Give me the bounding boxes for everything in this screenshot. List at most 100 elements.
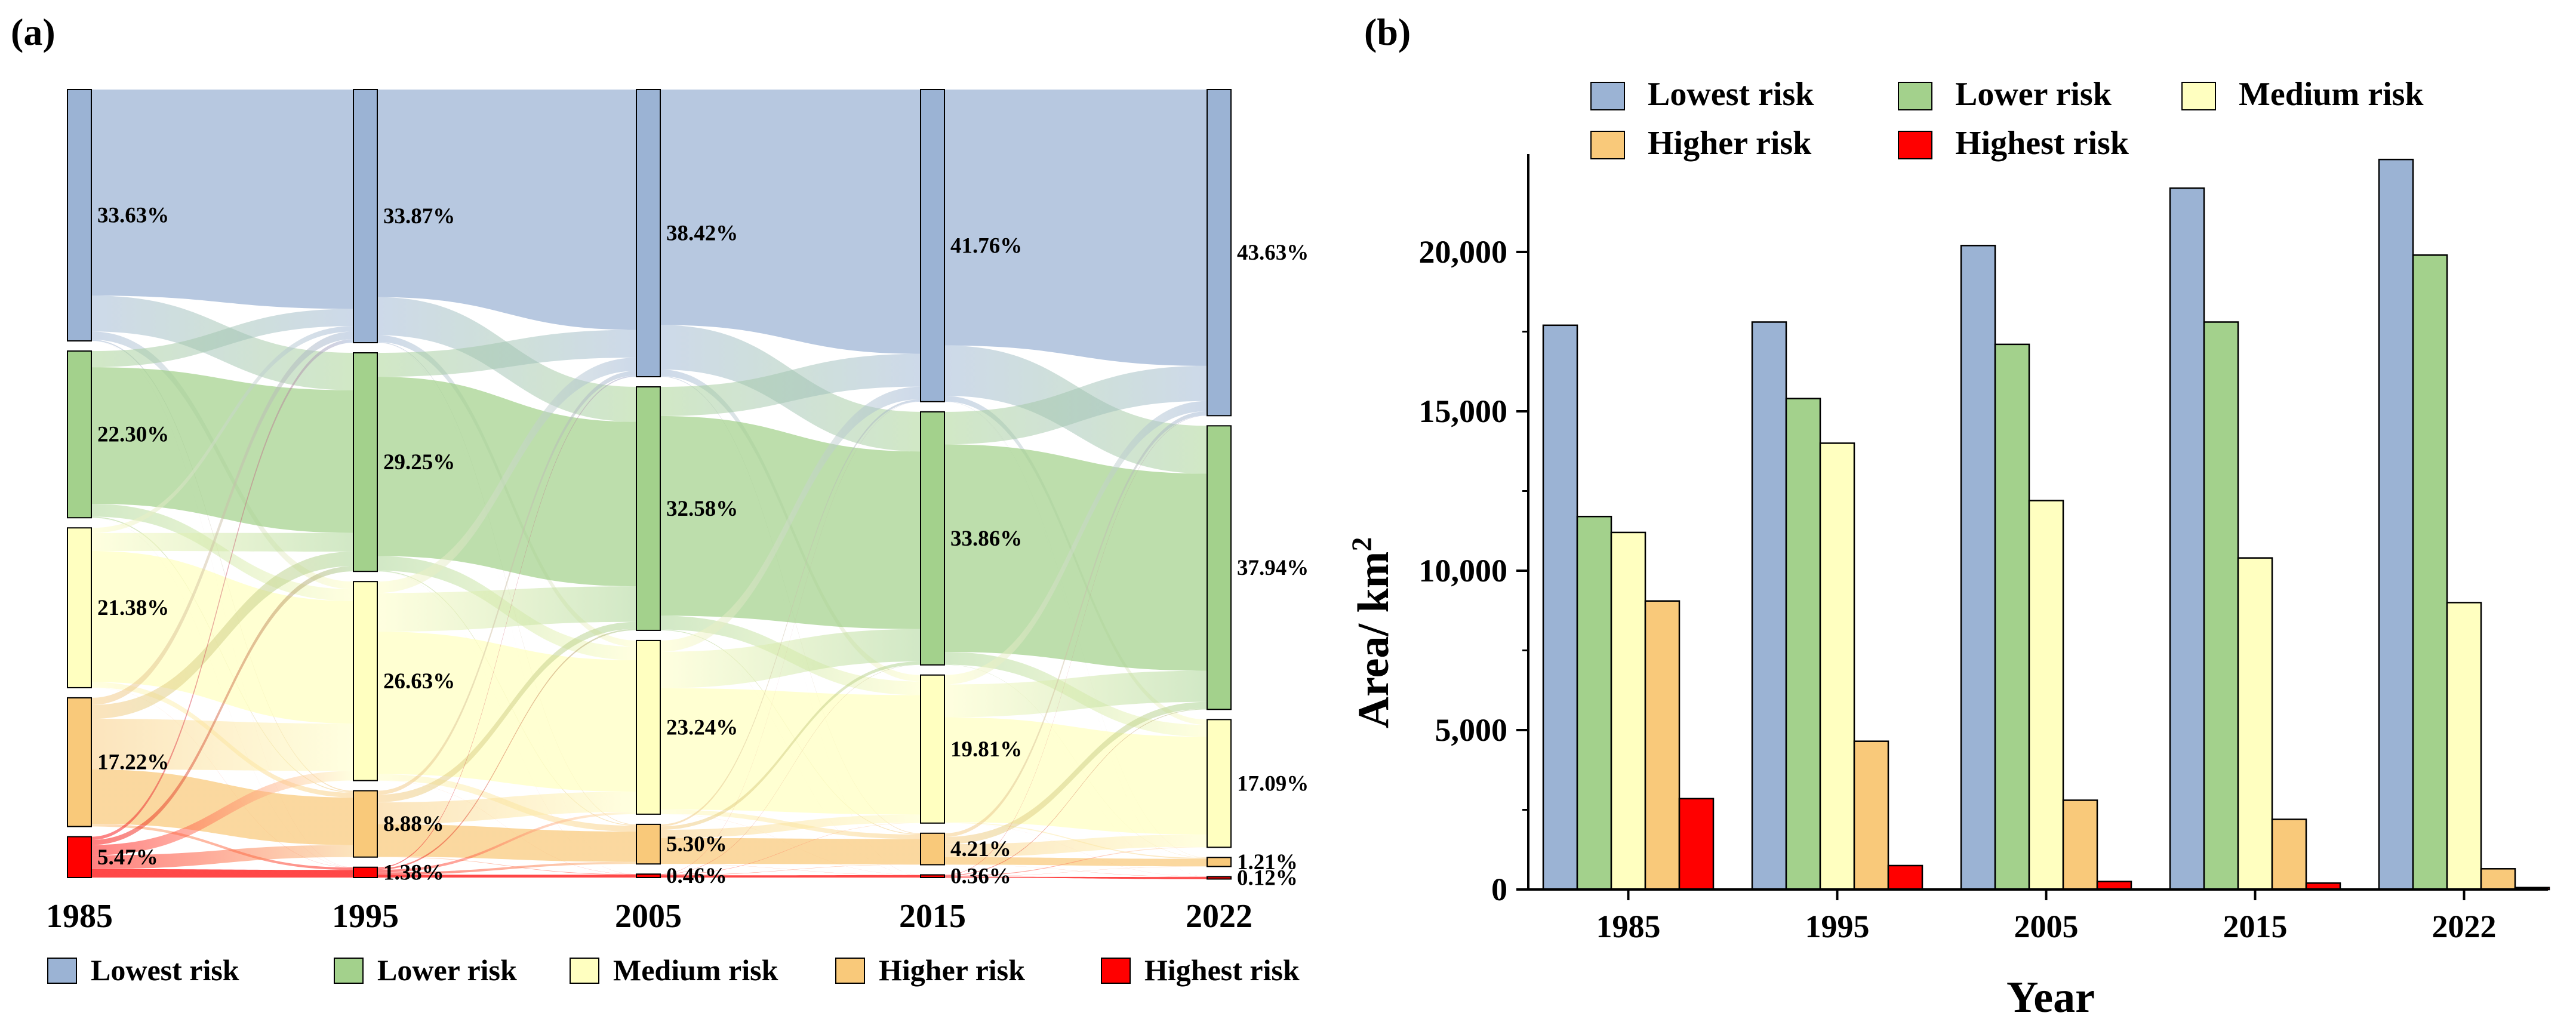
node-pct-2015-lower: 33.86% (950, 527, 1022, 551)
node-1985-highest (67, 836, 92, 879)
node-pct-2015-lowest: 41.76% (950, 233, 1022, 258)
sankey-legend-label-higher: Higher risk (879, 953, 1025, 987)
flow-highest-to-lowest (944, 415, 1207, 876)
bar-1995-lowest (1751, 321, 1787, 891)
sankey-legend: Lowest risk Lower risk Medium risk Higher r… (47, 953, 1300, 987)
bar-1985-highest (1678, 798, 1715, 891)
flow-higher-to-lower (91, 552, 353, 719)
node-pct-2005-medium: 23.24% (666, 715, 738, 740)
flow-medium-to-lowest (377, 358, 636, 593)
year-label-2005: 2005 (615, 898, 682, 935)
flow-highest-to-highest (377, 875, 636, 878)
node-pct-2022-lowest: 43.63% (1237, 241, 1309, 265)
flow-medium-to-highest (377, 780, 636, 875)
flow-lower-to-lower (944, 444, 1207, 671)
flow-higher-to-lowest (660, 399, 921, 827)
node-2015-lower (920, 411, 945, 666)
node-pct-1995-lower: 29.25% (383, 450, 455, 475)
bar-legend-swatch-highest (1898, 131, 1932, 159)
flow-medium-to-lowest (91, 326, 353, 533)
flow-lower-to-lower (91, 367, 353, 533)
bar-legend-swatch-lower (1898, 82, 1932, 110)
y-tick-label-4: 20,000 (1419, 234, 1508, 270)
flow-higher-to-highest (660, 863, 921, 876)
flow-medium-to-lower (91, 532, 353, 552)
node-pct-1995-lowest: 33.87% (383, 204, 455, 229)
bar-legend-swatch-higher (1590, 131, 1625, 159)
node-1985-lowest (67, 89, 92, 342)
node-pct-2005-lowest: 38.42% (666, 221, 738, 246)
flow-higher-to-higher (660, 838, 921, 864)
sankey-legend-label-lower: Lower risk (377, 953, 517, 987)
flow-higher-to-lower (944, 701, 1207, 845)
year-label-2015: 2015 (899, 898, 966, 935)
node-1985-lower (67, 350, 92, 519)
bar-1995-highest (1887, 864, 1923, 891)
node-pct-1985-medium: 21.38% (97, 596, 169, 620)
sankey-year-labels: 1985 1995 2005 2015 2022 (46, 898, 1252, 935)
flow-highest-to-higher (660, 864, 921, 876)
bar-2022-lower (2412, 254, 2448, 891)
node-pct-2005-lower: 32.58% (666, 497, 738, 521)
flow-lower-to-lowest (660, 353, 921, 416)
x-tick-label-2005: 2005 (2014, 909, 2079, 944)
flow-lower-to-lowest (377, 330, 636, 377)
y-tick-label-2: 10,000 (1419, 553, 1508, 589)
node-pct-1995-medium: 26.63% (383, 669, 455, 694)
flow-medium-to-lower (944, 670, 1207, 718)
flow-higher-to-medium (660, 814, 921, 838)
node-pct-2015-medium: 19.81% (950, 737, 1022, 762)
node-1995-higher (353, 790, 378, 858)
sankey-nodes: 33.63% 22.30% 21.38% 17.22% 5.47% 33.87% 29.25… (67, 89, 1309, 890)
flow-highest-to-lower (377, 629, 636, 870)
node-pct-2022-lower: 37.94% (1237, 556, 1309, 580)
bar-legend-swatch-lowest (1590, 82, 1625, 110)
y-tick-label-0: 0 (1491, 872, 1507, 907)
node-2015-higher (920, 832, 945, 866)
flow-higher-to-highest (91, 824, 353, 870)
flow-highest-to-lower (660, 664, 921, 875)
node-2022-medium (1207, 719, 1232, 848)
bar-2022-medium (2446, 602, 2482, 891)
node-2015-highest (920, 874, 945, 878)
bar-2022-lowest (2378, 158, 2414, 891)
node-pct-2015-highest: 0.36% (950, 864, 1011, 889)
flow-highest-to-medium (660, 823, 921, 875)
node-pct-1985-highest: 5.47% (97, 845, 158, 870)
flow-highest-to-highest (660, 875, 921, 878)
node-pct-1995-higher: 8.88% (383, 812, 444, 836)
y-axis-title: Area/ km2 (1346, 537, 1398, 729)
bar-1985-higher (1644, 600, 1681, 891)
flow-higher-to-lowest (377, 371, 636, 795)
bar-1985-lower (1576, 515, 1612, 891)
sankey-legend-swatch-medium (570, 958, 599, 984)
flow-medium-to-medium (660, 688, 921, 815)
flow-lowest-to-lowest (944, 90, 1207, 366)
bar-1995-lower (1785, 398, 1821, 891)
flow-higher-to-lowest (91, 331, 353, 705)
flow-highest-to-medium (944, 847, 1207, 877)
bar-2015-lower (2203, 321, 2239, 891)
y-axis-title-text: Area/ km (1349, 552, 1398, 729)
sankey-legend-swatch-higher (835, 958, 865, 984)
node-2005-highest (636, 873, 661, 879)
bar-2005-lower (1994, 343, 2030, 891)
year-label-2022: 2022 (1186, 898, 1252, 935)
flow-highest-to-higher (944, 866, 1207, 877)
flow-highest-to-lower (91, 566, 353, 845)
y-tick-label-1: 5,000 (1435, 712, 1508, 748)
flow-highest-to-lowest (660, 401, 921, 875)
sankey-flows (91, 90, 1207, 879)
node-2022-highest (1207, 876, 1232, 880)
flow-higher-to-lower (660, 661, 921, 830)
bar-legend-swatch-medium (2181, 82, 2216, 110)
flow-medium-to-lowest (660, 386, 921, 652)
bar-legend: Lowest risk Lower risk Medium risk Higher r… (1590, 76, 2424, 162)
bar-legend-label-lower: Lower risk (1955, 76, 2112, 113)
node-2022-lowest (1207, 89, 1232, 417)
sankey-legend-label-medium: Medium risk (613, 953, 778, 987)
node-2005-lowest (636, 89, 661, 378)
sankey-legend-swatch-lower (334, 958, 364, 984)
bar-axes: 0 5,000 10,000 15,000 20,000 1985 1995 2005 2015… (1419, 154, 2548, 944)
